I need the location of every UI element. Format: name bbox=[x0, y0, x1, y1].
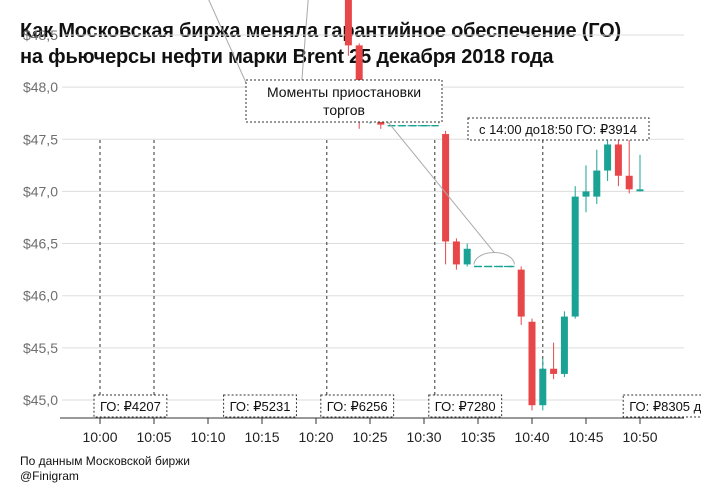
x-axis: 10:00 10:05 10:10 10:15 10:20 10:25 10:30 10:35… bbox=[82, 418, 658, 445]
candles bbox=[344, 0, 644, 411]
x-tick-label: 10:35 bbox=[460, 429, 495, 445]
y-tick-label: $47,0 bbox=[23, 183, 58, 199]
footer: По данным Московской биржи @Finigram bbox=[20, 454, 190, 484]
pause-markers bbox=[208, 0, 515, 268]
x-tick-label: 10:50 bbox=[622, 429, 657, 445]
margin-label-text: ГО: ₽5231 bbox=[230, 399, 291, 414]
margin-label-text: ГО: ₽7280 bbox=[435, 399, 496, 414]
x-tick-label: 10:10 bbox=[190, 429, 225, 445]
margin-label-box bbox=[320, 394, 395, 418]
y-tick-label: $45,0 bbox=[23, 392, 58, 408]
candle-body bbox=[582, 191, 590, 197]
pause-callout-box bbox=[245, 79, 443, 123]
x-tick-label: 10:25 bbox=[352, 429, 387, 445]
margin-label-text: ГО: ₽6256 bbox=[327, 399, 388, 414]
pause-arc bbox=[473, 252, 515, 265]
note-text: с 14:00 до18:50 ГО: ₽3914 bbox=[479, 122, 637, 137]
x-tick-label: 10:00 bbox=[82, 429, 117, 445]
note-box bbox=[467, 117, 650, 141]
candle-body bbox=[636, 189, 644, 192]
chart-title: Как Московская биржа меняла гарантийное … bbox=[20, 18, 690, 70]
candle-body bbox=[442, 134, 450, 242]
y-axis: $45,0 $45,5 $46,0 $46,5 $47,0 $47,5 $48,0 $48,5… bbox=[23, 27, 58, 408]
margin-label-box bbox=[428, 394, 503, 418]
x-tick-label: 10:30 bbox=[406, 429, 441, 445]
margin-guides bbox=[99, 140, 544, 395]
y-tick-label: $48,5 bbox=[23, 27, 58, 43]
candle-body bbox=[344, 0, 352, 46]
x-tick-label: 10:05 bbox=[136, 429, 171, 445]
chart-title-line-1: Как Московская биржа меняла гарантийное … bbox=[20, 20, 621, 42]
pause-connector bbox=[208, 0, 253, 97]
margin-label-text: ГО: ₽4207 bbox=[100, 399, 161, 414]
margin-label-box bbox=[93, 394, 168, 418]
margin-label-text: ГО: ₽8305 до 13:55 bbox=[629, 399, 701, 414]
candle-body bbox=[463, 248, 471, 265]
candle-body bbox=[593, 170, 601, 197]
x-tick-label: 10:20 bbox=[298, 429, 333, 445]
grid-lines bbox=[62, 34, 684, 401]
x-tick-label: 10:45 bbox=[568, 429, 603, 445]
credit-text: @Finigram bbox=[20, 469, 79, 483]
x-tick-label: 10:40 bbox=[514, 429, 549, 445]
y-tick-label: $47,5 bbox=[23, 131, 58, 147]
margin-label-box bbox=[223, 394, 297, 418]
candle-body bbox=[614, 144, 622, 176]
y-tick-label: $46,0 bbox=[23, 288, 58, 304]
y-tick-label: $45,5 bbox=[23, 340, 58, 356]
margin-labels: ГО: ₽4207 ГО: ₽5231 ГО: ₽6256 ГО: ₽7280 ГО: … bbox=[93, 394, 701, 418]
candle-body bbox=[539, 368, 547, 406]
candle-body bbox=[560, 316, 568, 374]
candle-body bbox=[604, 144, 612, 171]
chart-title-line-2: на фьючерсы нефти марки Brent 25 декабря… bbox=[20, 46, 554, 68]
candle-body bbox=[550, 368, 558, 374]
margin-label-box bbox=[622, 394, 701, 418]
y-tick-label: $48,0 bbox=[23, 79, 58, 95]
source-text: По данным Московской биржи bbox=[20, 454, 190, 468]
candle-body bbox=[625, 175, 633, 190]
afternoon-margin-note: с 14:00 до18:50 ГО: ₽3914 bbox=[467, 117, 650, 141]
pause-callout: Моменты приостановки торгов bbox=[245, 79, 443, 123]
pause-connector bbox=[387, 121, 495, 253]
pause-callout-line-2: торгов bbox=[323, 102, 365, 118]
candle-body bbox=[528, 321, 536, 406]
y-tick-label: $46,5 bbox=[23, 236, 58, 252]
candle-body bbox=[452, 241, 460, 265]
candle-body bbox=[571, 196, 579, 317]
candle-body bbox=[517, 269, 525, 317]
x-tick-label: 10:15 bbox=[244, 429, 279, 445]
pause-callout-line-1: Моменты приостановки bbox=[267, 84, 421, 100]
